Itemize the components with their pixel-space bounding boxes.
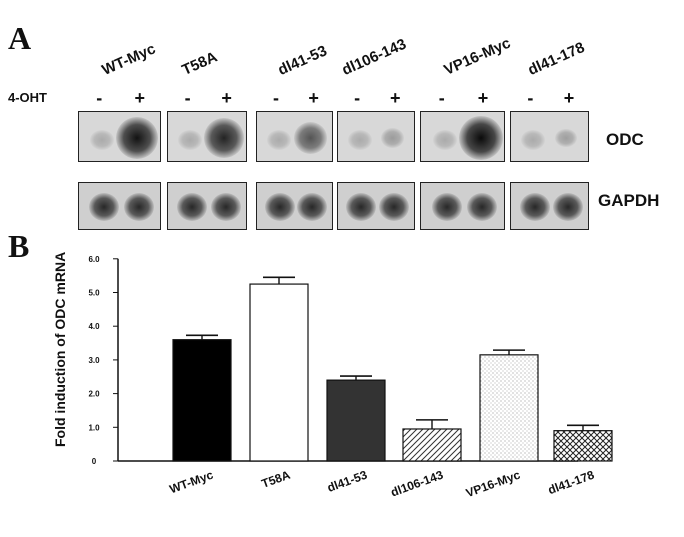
panel-a-letter: A xyxy=(8,20,32,56)
plus-sign: + xyxy=(308,88,319,108)
odc-blot-3 xyxy=(337,111,415,162)
odc-band-plus xyxy=(294,122,328,154)
odc-blot-label: ODC xyxy=(606,130,644,149)
gapdh-band-minus xyxy=(88,193,119,221)
odc-band-minus xyxy=(521,130,546,150)
x-tick-label-2: dl41-53 xyxy=(325,468,369,495)
odc-band-plus xyxy=(555,128,578,148)
gapdh-blot-5 xyxy=(510,182,589,230)
x-tick-label-3: dl106-143 xyxy=(389,468,445,500)
treatment-label: 4-OHT xyxy=(8,90,47,105)
odc-blot-2 xyxy=(256,111,333,162)
y-tick-label: 1.0 xyxy=(88,423,100,432)
bar-3 xyxy=(402,428,462,462)
gapdh-band-plus xyxy=(297,193,328,221)
gapdh-band-minus xyxy=(265,193,296,221)
y-tick-label: 2.0 xyxy=(88,390,100,399)
gapdh-band-minus xyxy=(519,193,550,221)
odc-band-minus xyxy=(178,130,203,150)
bar-2 xyxy=(326,379,386,462)
gapdh-band-plus xyxy=(210,193,241,221)
gapdh-band-plus xyxy=(123,193,154,221)
x-tick-label-0: WT-Myc xyxy=(168,468,216,497)
plus-sign: + xyxy=(563,88,575,108)
bar-4 xyxy=(479,354,539,462)
odc-blot-4 xyxy=(420,111,505,162)
gapdh-blot-1 xyxy=(167,182,247,230)
gapdh-band-minus xyxy=(431,193,462,221)
y-tick-label: 3.0 xyxy=(88,356,100,365)
y-tick-label: 5.0 xyxy=(88,289,100,298)
bar-0 xyxy=(172,339,232,462)
x-tick-label-1: T58A xyxy=(260,468,293,491)
plus-sign: + xyxy=(134,88,145,108)
odc-band-minus xyxy=(266,130,291,150)
plus-sign: + xyxy=(390,88,401,108)
minus-sign: - xyxy=(272,88,279,108)
odc-band-plus xyxy=(203,118,245,158)
x-tick-label-5: dl41-178 xyxy=(546,468,596,498)
gapdh-band-minus xyxy=(177,193,207,221)
x-tick-label-4: VP16-Myc xyxy=(464,468,522,501)
odc-blot-1 xyxy=(167,111,247,162)
bar-1 xyxy=(249,283,309,462)
gapdh-blot-2 xyxy=(256,182,333,230)
minus-sign: - xyxy=(354,88,361,108)
minus-sign: - xyxy=(184,88,191,108)
odc-band-minus xyxy=(90,130,115,150)
odc-band-minus xyxy=(347,130,372,150)
minus-sign: - xyxy=(527,88,534,108)
plus-sign: + xyxy=(221,88,232,108)
y-tick-label: 4.0 xyxy=(88,322,100,331)
odc-band-plus xyxy=(458,116,503,160)
gapdh-blot-3 xyxy=(337,182,415,230)
gapdh-blot-label: GAPDH xyxy=(598,191,660,210)
odc-blot-5 xyxy=(510,111,589,162)
gapdh-blot-0 xyxy=(78,182,161,230)
panel-b-letter: B xyxy=(8,228,30,264)
gapdh-band-plus xyxy=(379,193,410,221)
gapdh-band-minus xyxy=(346,193,377,221)
gapdh-band-plus xyxy=(467,193,498,221)
odc-band-plus xyxy=(115,116,159,160)
odc-blot-0 xyxy=(78,111,161,162)
y-tick-label: 6.0 xyxy=(88,255,100,264)
gapdh-blot-4 xyxy=(420,182,505,230)
bar-5 xyxy=(553,430,613,462)
gapdh-band-plus xyxy=(552,193,583,221)
y-tick-label: 0 xyxy=(92,457,97,466)
odc-band-plus xyxy=(381,128,405,148)
plus-sign: + xyxy=(477,88,489,108)
minus-sign: - xyxy=(438,88,445,108)
odc-band-minus xyxy=(432,130,457,150)
minus-sign: - xyxy=(96,88,103,108)
